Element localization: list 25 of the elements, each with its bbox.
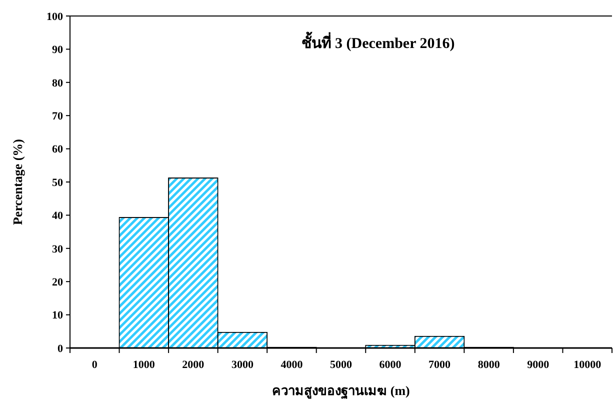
x-tick-label: 10000: [574, 359, 602, 371]
y-tick-label: 20: [52, 276, 64, 288]
y-tick-label: 30: [52, 243, 64, 256]
y-tick-label: 10: [52, 310, 64, 322]
y-tick-label: 40: [52, 210, 64, 222]
x-tick-label: 2000: [182, 359, 205, 371]
y-axis-title: Percentage (%): [10, 138, 25, 226]
y-tick-label: 100: [46, 10, 64, 23]
y-tick-label: 70: [52, 110, 64, 122]
text: ชั้นที่ 3 (December 2016): [301, 31, 455, 52]
x-tick-label: 3000: [231, 359, 254, 371]
y-tick-label: 80: [52, 77, 64, 90]
x-axis-title: ความสูงของฐานเมฆ (m): [272, 383, 410, 400]
y-tick-label: 90: [52, 44, 64, 56]
x-tick-label: 0: [92, 359, 98, 371]
y-tick-label: 0: [58, 342, 64, 355]
x-tick-label: 1000: [132, 359, 156, 371]
x-tick-label: 4000: [280, 359, 304, 371]
y-tick-label: 50: [52, 176, 64, 189]
x-tick-label: 9000: [527, 359, 550, 371]
x-tick-label: 8000: [478, 359, 500, 371]
x-tick-label: 6000: [379, 359, 402, 371]
x-tick-label: 5000: [330, 359, 352, 371]
x-tick-label: 7000: [428, 359, 452, 371]
y-tick-label: 60: [52, 144, 64, 156]
